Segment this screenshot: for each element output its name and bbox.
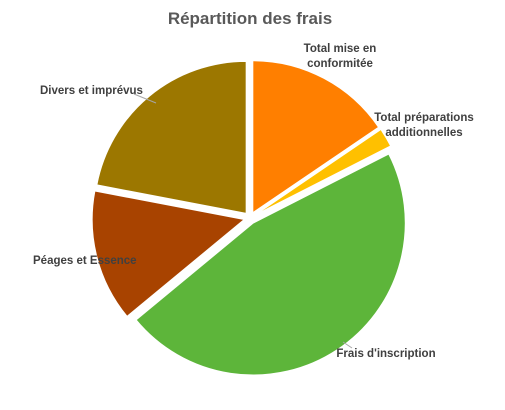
pie-slice-2 bbox=[254, 128, 392, 216]
chart-title: Répartition des frais bbox=[168, 9, 332, 28]
slice-label-5: Divers et imprévus bbox=[40, 85, 143, 97]
pie-slice-4 bbox=[91, 190, 246, 318]
leader-line-3 bbox=[342, 341, 353, 349]
slice-label-3: Frais d'inscription bbox=[336, 348, 435, 360]
leader-lines bbox=[133, 93, 353, 349]
pie-slice-3 bbox=[135, 153, 406, 376]
slice-label-1: Total mise en conformitée bbox=[304, 43, 377, 70]
pie-slice-5 bbox=[96, 60, 247, 214]
pie-slice-1 bbox=[252, 60, 380, 214]
slice-label-4: Péages et Essence bbox=[33, 255, 137, 267]
slice-label-2: Total préparations additionnelles bbox=[374, 112, 473, 139]
pie-slices bbox=[91, 60, 406, 376]
slice-labels: Total mise en conformitée Total préparatio… bbox=[33, 43, 474, 360]
leader-line-5 bbox=[133, 93, 157, 104]
